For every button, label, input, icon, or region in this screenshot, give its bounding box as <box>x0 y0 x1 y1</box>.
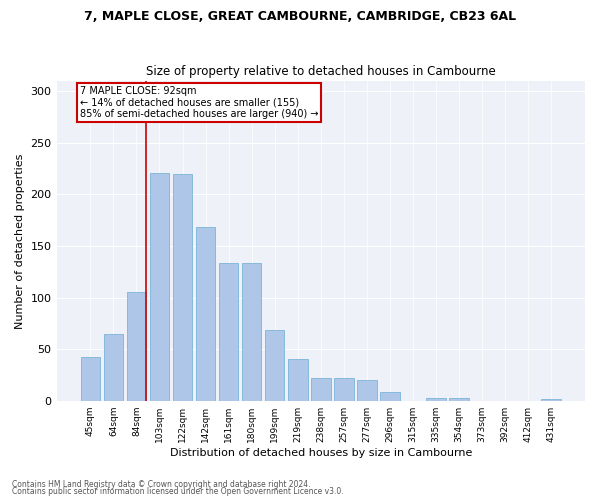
Bar <box>541 398 561 400</box>
Bar <box>449 398 469 400</box>
Bar <box>219 262 238 400</box>
Bar <box>265 330 284 400</box>
Bar <box>311 378 331 400</box>
Bar <box>426 398 446 400</box>
Text: Contains HM Land Registry data © Crown copyright and database right 2024.: Contains HM Land Registry data © Crown c… <box>12 480 311 489</box>
Title: Size of property relative to detached houses in Cambourne: Size of property relative to detached ho… <box>146 66 496 78</box>
Bar <box>80 358 100 401</box>
Bar <box>127 292 146 401</box>
Bar <box>149 173 169 400</box>
Bar <box>173 174 193 400</box>
Text: 7, MAPLE CLOSE, GREAT CAMBOURNE, CAMBRIDGE, CB23 6AL: 7, MAPLE CLOSE, GREAT CAMBOURNE, CAMBRID… <box>84 10 516 23</box>
Bar <box>242 262 262 400</box>
Bar <box>357 380 377 400</box>
Bar <box>334 378 353 400</box>
Bar <box>104 334 123 400</box>
Text: 7 MAPLE CLOSE: 92sqm
← 14% of detached houses are smaller (155)
85% of semi-deta: 7 MAPLE CLOSE: 92sqm ← 14% of detached h… <box>80 86 319 120</box>
X-axis label: Distribution of detached houses by size in Cambourne: Distribution of detached houses by size … <box>170 448 472 458</box>
Text: Contains public sector information licensed under the Open Government Licence v3: Contains public sector information licen… <box>12 487 344 496</box>
Bar <box>380 392 400 400</box>
Y-axis label: Number of detached properties: Number of detached properties <box>15 153 25 328</box>
Bar <box>288 360 308 401</box>
Bar <box>196 228 215 400</box>
